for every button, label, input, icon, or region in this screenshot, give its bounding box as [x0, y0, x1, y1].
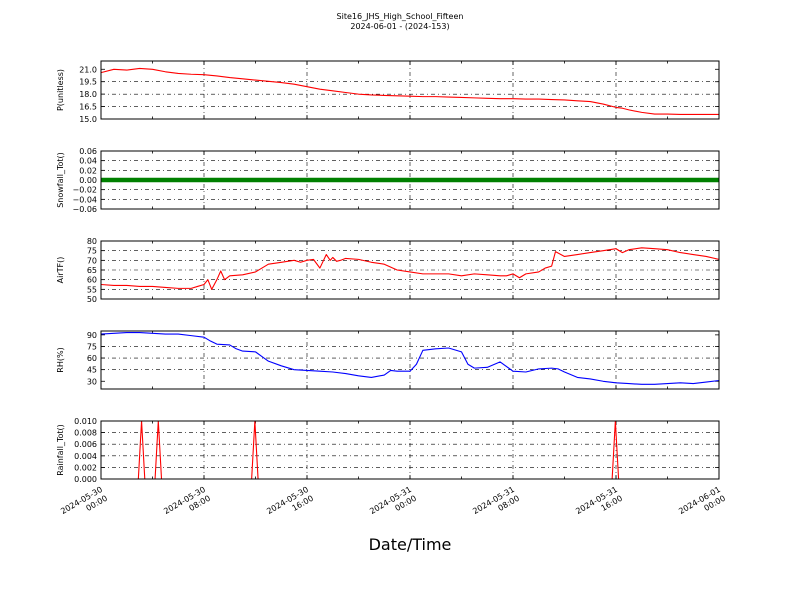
y-tick-label: 0.04: [79, 157, 97, 166]
y-tick-label: 75: [87, 247, 97, 256]
axes-frame: [100, 330, 720, 390]
panels: 15.016.518.019.521.0P(unitless)−0.06−0.0…: [56, 60, 720, 484]
x-tick-label: 2024-05-3016:00: [265, 485, 315, 525]
y-tick-label: 60: [87, 354, 97, 363]
panel-4: 30 45 60 75 90 RH(%): [56, 330, 720, 390]
y-tick-label: 90: [87, 331, 97, 340]
y-tick-label: 21.0: [79, 65, 97, 74]
y-tick-label: 0.000: [74, 475, 97, 484]
series-line: [100, 331, 720, 385]
x-tick-label: 2024-05-3108:00: [471, 485, 521, 525]
y-tick-label: 80: [87, 237, 97, 246]
x-tick-label: 2024-06-0100:00: [677, 485, 727, 525]
y-tick-label: 0.02: [79, 166, 97, 175]
x-tick-label: 2024-05-3000:00: [59, 485, 109, 525]
x-axis-ticks: 2024-05-3000:00 2024-05-3008:00 2024-05-30…: [59, 485, 727, 525]
y-axis-label: Rainfall_Tot(): [56, 424, 65, 476]
y-tick-label: 0.06: [79, 147, 97, 156]
y-tick-label: 0.00: [79, 176, 97, 185]
y-axis-label: RH(%): [56, 347, 65, 372]
x-tick-label: 2024-05-3100:00: [368, 485, 418, 525]
y-tick-label: 75: [87, 342, 97, 351]
axes-frame: [100, 150, 720, 210]
y-tick-label: 65: [87, 266, 97, 275]
y-tick-label: 15.0: [79, 115, 97, 124]
axes-frame: [100, 60, 720, 120]
y-tick-label: 45: [87, 366, 97, 375]
series-line: [100, 247, 720, 290]
figure-subtitle: 2024-06-01 - (2024-153): [350, 22, 449, 31]
y-axis-label: AirTF(): [56, 257, 65, 284]
axes-frame: [100, 420, 720, 480]
y-tick-label: 50: [87, 295, 97, 304]
y-tick-label: 30: [87, 377, 97, 386]
x-tick-label: 2024-05-3116:00: [574, 485, 624, 525]
x-axis-label: Date/Time: [369, 535, 452, 554]
y-tick-label: 0.006: [74, 440, 97, 449]
panel-1: 15.0 16.5 18.0 19.5 21.0 P(unitless): [56, 60, 720, 124]
x-tick-label: 2024-05-3008:00: [162, 485, 212, 525]
y-tick-label: 0.008: [74, 429, 97, 438]
panel-2: −0.06−0.04−0.020.000.020.040.06 Snowfall_…: [56, 147, 720, 214]
y-tick-label: −0.02: [72, 186, 97, 195]
y-tick-label: 55: [87, 285, 97, 294]
y-tick-label: 0.002: [74, 463, 97, 472]
y-axis-label: Snowfall_Tot(): [56, 152, 65, 208]
y-tick-label: 16.5: [79, 103, 97, 112]
y-tick-label: 0.004: [74, 452, 97, 461]
figure-title: Site16_JHS_High_School_Fifteen: [337, 12, 464, 21]
y-tick-label: 60: [87, 276, 97, 285]
y-axis-label: P(unitless): [56, 69, 65, 111]
series-line: [100, 67, 719, 115]
y-tick-label: 19.5: [79, 78, 97, 87]
y-tick-label: −0.06: [72, 205, 97, 214]
axes-frame: [100, 240, 720, 300]
panel-5: 0.000 0.002 0.004 0.006 0.008 0.010 Rainfall_T…: [56, 417, 720, 484]
y-tick-label: 18.0: [79, 90, 97, 99]
y-tick-label: 0.010: [74, 417, 97, 426]
y-tick-label: −0.04: [72, 195, 97, 204]
y-tick-label: 70: [87, 256, 97, 265]
